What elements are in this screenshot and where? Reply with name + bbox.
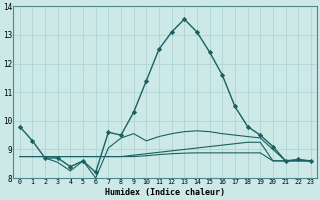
X-axis label: Humidex (Indice chaleur): Humidex (Indice chaleur): [105, 188, 225, 197]
